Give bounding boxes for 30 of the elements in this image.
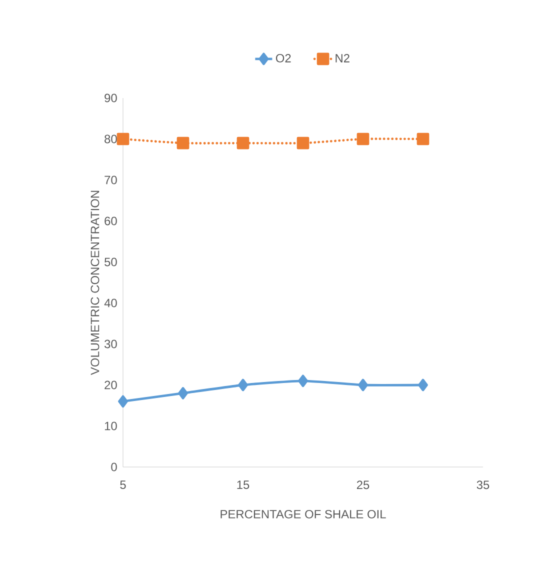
x-tick-label: 5 [120,480,126,489]
y-tick-label: 40 [104,298,117,308]
legend-label: O2 [276,54,291,62]
point [296,136,310,150]
y-tick-label: 90 [104,94,117,102]
point [236,136,250,150]
legend-label: N2 [336,54,350,62]
point [238,378,248,392]
y-tick-label: 70 [104,176,117,184]
y-tick-label: 20 [104,380,117,390]
y-tick-label: 0 [111,462,117,472]
point [176,136,190,150]
y-tick-label: 60 [104,216,117,226]
x-axis-title: PERCENTAGE OF SHALE OIL [220,510,386,518]
x-tick-label: 25 [356,480,370,490]
y-tick-label: 10 [104,422,117,430]
point [116,132,130,146]
y-tick-label: 30 [104,340,117,348]
y-axis-title: VOLUMETRIC CONCENTRATION [90,190,100,375]
point [178,387,188,400]
point [418,378,428,392]
x-tick-label: 35 [476,480,490,490]
point [356,132,370,146]
point [358,378,368,392]
point [118,395,128,408]
y-tick-label: 80 [104,134,117,144]
y-tick-label: 50 [104,258,117,266]
point [416,132,430,146]
point [298,374,308,388]
x-tick-label: 15 [237,480,250,489]
